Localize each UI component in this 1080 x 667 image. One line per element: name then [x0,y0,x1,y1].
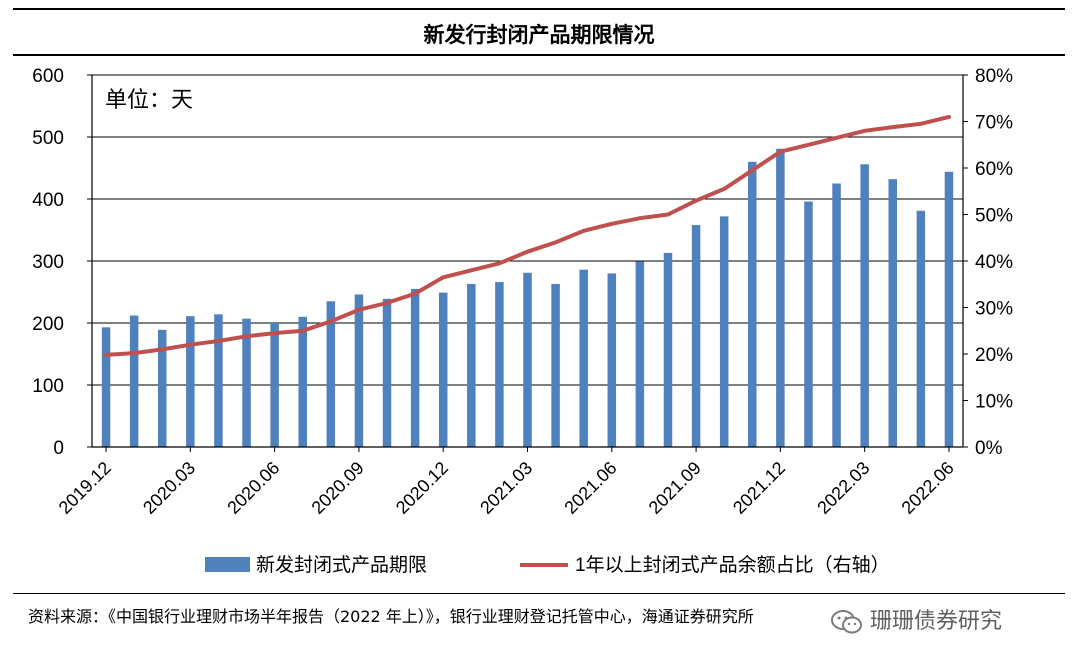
bar [776,148,785,447]
right-tick-label: 10% [975,392,1013,413]
bar [691,225,701,447]
bar [551,283,560,447]
bar [719,216,729,447]
bar [804,201,813,447]
right-tick-label: 30% [975,299,1013,320]
series-line [104,114,951,357]
bar [410,288,420,447]
chart-title: 新发行封闭产品期限情况 [423,22,655,47]
bar [157,329,167,447]
x-tick-label: 2020.09 [308,458,368,518]
bar [944,171,954,447]
legend: 新发封闭式产品期限 1年以上封闭式产品余额占比（右轴） [205,554,890,576]
right-tick-label: 40% [975,252,1013,273]
x-tick-label: 2022.03 [813,458,873,518]
wechat-icon [831,610,862,634]
footer-rule [13,593,1065,594]
right-tick-label: 60% [975,159,1013,180]
right-tick-label: 50% [975,206,1013,227]
unit-label: 单位：天 [105,87,193,112]
bar [579,269,588,447]
legend-bar-swatch [205,557,250,572]
left-tick-label: 600 [32,66,64,87]
x-tick-label: 2020.03 [139,458,199,518]
right-tick-label: 0% [975,438,1003,459]
bar [916,210,926,447]
bar-series [101,148,954,448]
left-tick-label: 400 [32,190,64,211]
source-note: 资料来源：《中国银行业理财市场半年报告（2022 年上）》，银行业理财登记托管中… [28,607,754,626]
bar [382,298,392,447]
bar [354,294,364,447]
bar [495,282,504,447]
bar [748,161,757,448]
x-tick-label: 2021.09 [645,458,705,518]
bar [129,315,139,447]
chart: 0 100 200 300 400 500 600 0% 10% 20% 30% 40% 50% 60%… [32,66,1013,576]
bar [186,316,195,447]
bar [832,183,841,447]
legend-line-label: 1年以上封闭式产品余额占比（右轴） [575,554,890,576]
watermark-text: 珊珊债券研究 [870,609,1003,634]
title-bar: 新发行封闭产品期限情况 [13,8,1065,56]
right-tick-label: 70% [975,113,1013,134]
bar [888,179,898,447]
x-tick-label: 2020.12 [392,458,452,518]
bar [438,292,448,447]
bar [663,252,673,447]
x-tick-label: 2021.12 [729,458,789,518]
left-tick-label: 200 [32,314,64,335]
x-tick-label: 2022.06 [898,458,958,518]
left-tick-label: 0 [53,438,64,459]
x-tick-label: 2021.06 [560,458,620,518]
legend-bar-label: 新发封闭式产品期限 [256,554,427,576]
bar [298,316,307,447]
x-axis-ticks: 2019.12 2020.03 2020.06 2020.09 2020.12 2021.… [55,447,958,518]
bar [270,323,279,447]
right-tick-label: 80% [975,66,1013,87]
bar [242,318,251,447]
right-axis-ticks: 0% 10% 20% 30% 40% 50% 60% 70% 80% [963,66,1013,459]
left-tick-label: 500 [32,128,64,149]
bar [467,283,476,447]
right-tick-label: 20% [975,345,1013,366]
bar [635,261,645,447]
line-series [104,114,951,357]
bar [101,327,111,447]
x-tick-label: 2021.03 [476,458,536,518]
x-tick-label: 2020.06 [223,458,283,518]
watermark: 珊珊债券研究 [830,603,1002,635]
bar [523,272,532,447]
bar [326,301,336,447]
left-axis-ticks: 0 100 200 300 400 500 600 [32,66,92,459]
bar [214,314,223,447]
x-tick-label: 2019.12 [55,458,115,518]
bar [860,164,869,447]
left-tick-label: 100 [32,376,64,397]
bar [607,273,617,447]
left-tick-label: 300 [32,252,64,273]
